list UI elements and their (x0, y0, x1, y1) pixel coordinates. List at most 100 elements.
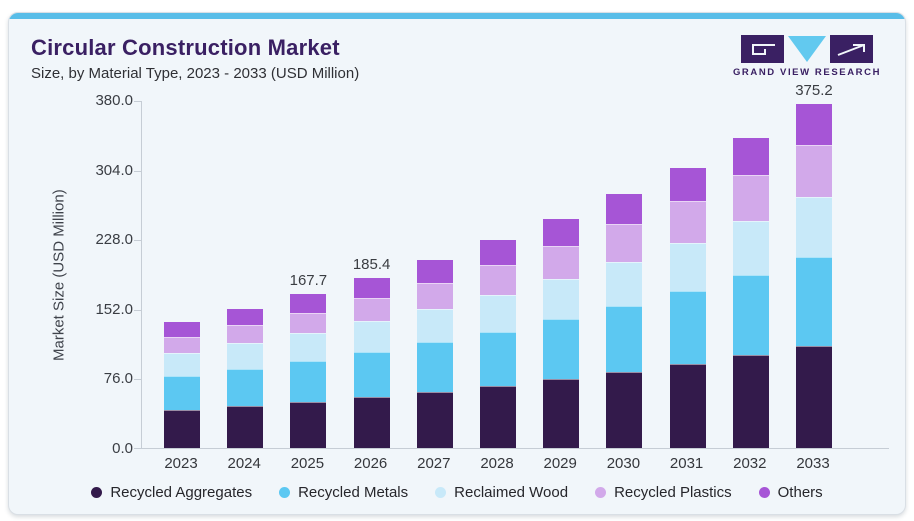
bar-segment-2030 (606, 372, 643, 448)
legend-swatch-icon (91, 487, 103, 498)
bar-2027 (416, 260, 453, 448)
legend-swatch-icon (595, 487, 607, 498)
bar-segment-2030 (606, 224, 643, 262)
legend-label: Others (777, 484, 823, 501)
x-tick-label: 2032 (733, 455, 767, 472)
gvr-r-glyph (837, 44, 865, 56)
bar-segment-2033 (796, 345, 832, 448)
accent-bar (9, 13, 905, 19)
legend: Recycled Aggregates Recycled Metals Reclai… (9, 484, 905, 501)
bar-segment-2027 (416, 308, 453, 343)
bar-segment-2025 (290, 312, 327, 333)
y-tick-label: 228.0 (95, 231, 133, 249)
bar-segment-2024 (227, 309, 264, 326)
bar-segment-2027 (416, 282, 453, 309)
bar-2028 (480, 240, 516, 448)
bar-segment-2024 (227, 342, 264, 370)
y-tick-mark (134, 448, 142, 449)
bar-segment-2033 (796, 197, 832, 257)
bar-segment-2030 (606, 306, 643, 373)
bar-segment-2029 (543, 279, 580, 320)
legend-label: Recycled Metals (298, 484, 409, 501)
bar-segment-2030 (606, 194, 643, 225)
bar-segment-2027 (416, 260, 453, 283)
y-tick-mark (134, 101, 142, 102)
y-tick-mark (134, 379, 142, 381)
bar-segment-2032 (732, 221, 769, 276)
legend-item: Recycled Metals (279, 484, 408, 501)
gvr-g-square (741, 35, 784, 63)
x-tick-label: 2029 (543, 455, 577, 472)
bar-segment-2023 (164, 337, 200, 353)
bar-segment-2025 (290, 332, 327, 362)
legend-label: Recycled Aggregates (110, 484, 253, 501)
bar-value-label: 167.7 (289, 272, 328, 290)
bar-segment-2023 (164, 376, 200, 411)
bar-segment-2031 (669, 200, 706, 243)
header: Circular Construction Market Size, by Ma… (9, 19, 905, 97)
bar-segment-2026 (353, 397, 390, 448)
stacked-bar-chart: Market Size (USD Million) 0.0 76.0 152.0 22… (9, 82, 905, 486)
bar-segment-2028 (480, 240, 516, 266)
legend-swatch-icon (758, 487, 770, 498)
y-tick-mark (134, 309, 142, 311)
x-tick-label: 2026 (353, 455, 388, 472)
bar-segment-2029 (543, 379, 580, 448)
bar-segment-2027 (416, 391, 453, 448)
y-tick-label: 152.0 (95, 300, 133, 318)
plot-area: 167.7 185.4 375.2 (134, 82, 889, 449)
bar-segment-2025 (290, 401, 327, 448)
bar-value-label: 375.2 (795, 82, 833, 100)
page-title: Circular Construction Market (31, 35, 340, 60)
y-tick-label: 76.0 (103, 370, 133, 388)
bar-2025 (290, 294, 327, 448)
bar-segment-2025 (290, 294, 327, 313)
bar-2031 (669, 167, 706, 448)
bar-2030 (606, 194, 643, 448)
page-subtitle: Size, by Material Type, 2023 - 2033 (USD… (31, 65, 360, 82)
bar-segment-2032 (732, 275, 769, 356)
x-tick-label: 2023 (164, 455, 198, 472)
legend-item: Others (758, 484, 823, 501)
bar-segment-2033 (796, 145, 832, 198)
brand-name: GRAND VIEW RESEARCH (732, 67, 882, 78)
y-tick-label: 304.0 (95, 161, 133, 179)
bar-segment-2028 (480, 331, 516, 386)
brand-logo: GRAND VIEW RESEARCH (731, 35, 883, 78)
bar-segment-2032 (732, 137, 769, 175)
legend-item: Recycled Plastics (595, 484, 732, 501)
brand-logo-mark (741, 35, 873, 63)
bar-segment-2023 (164, 352, 200, 377)
bar-segment-2024 (227, 406, 264, 448)
bar-2033 (796, 104, 832, 448)
x-tick-label: 2033 (796, 455, 830, 472)
legend-swatch-icon (279, 487, 291, 498)
x-tick-label: 2025 (290, 455, 325, 472)
legend-label: Reclaimed Wood (454, 484, 569, 501)
x-tick-label: 2030 (606, 455, 641, 472)
legend-swatch-icon (435, 487, 447, 498)
legend-item: Reclaimed Wood (435, 484, 568, 501)
bar-segment-2026 (353, 278, 390, 299)
bar-segment-2028 (480, 385, 516, 448)
bar-2026 (353, 278, 390, 448)
y-tick-label: 380.0 (95, 92, 133, 109)
bar-segment-2033 (796, 104, 832, 146)
bar-segment-2029 (543, 218, 580, 246)
bar-segment-2024 (227, 369, 264, 407)
bar-segment-2028 (480, 294, 516, 332)
gvr-g-glyph (752, 44, 775, 55)
bar-segment-2032 (732, 355, 769, 448)
bar-segment-2024 (227, 325, 264, 343)
bar-segment-2027 (416, 342, 453, 392)
x-tick-label: 2027 (417, 455, 451, 472)
bar-segment-2026 (353, 352, 390, 398)
bar-segment-2029 (543, 319, 580, 380)
bar-segment-2033 (796, 256, 832, 346)
bar-segment-2030 (606, 261, 643, 307)
legend-item: Recycled Aggregates (91, 484, 252, 501)
bar-segment-2031 (669, 364, 706, 448)
bar-segment-2028 (480, 265, 516, 295)
bar-2023 (164, 322, 200, 448)
x-tick-label: 2028 (480, 455, 514, 472)
